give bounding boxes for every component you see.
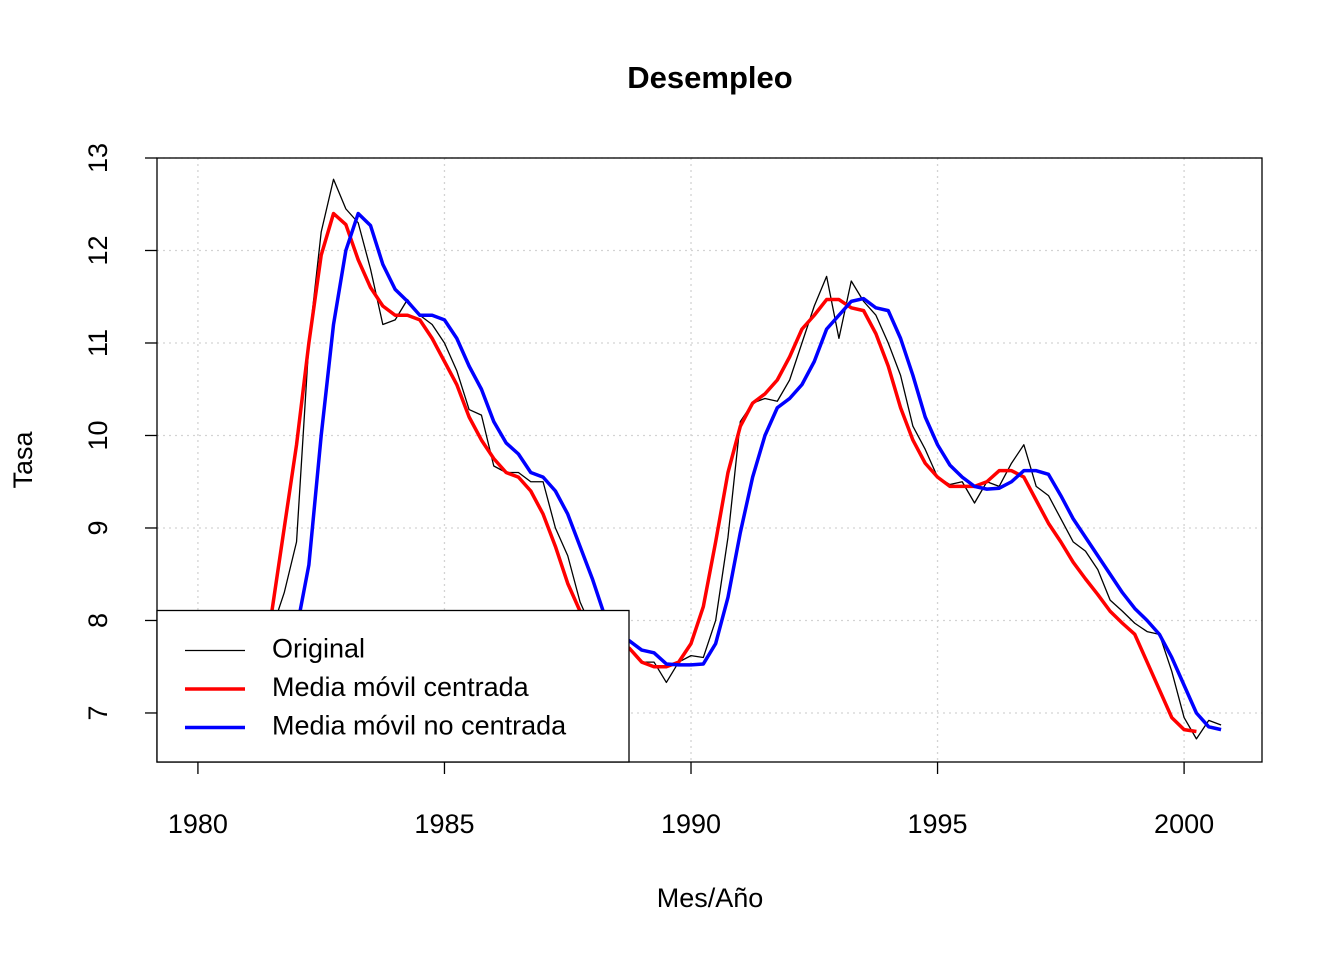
- x-tick-label: 1990: [661, 809, 721, 839]
- y-tick-label: 11: [83, 329, 113, 357]
- y-tick-label: 12: [83, 235, 113, 265]
- series-line: [234, 211, 1222, 732]
- y-tick-label: 8: [83, 613, 113, 628]
- chart-title: Desempleo: [627, 60, 792, 95]
- legend-label: Original: [272, 634, 365, 664]
- series-line: [221, 211, 1197, 734]
- series-line: [197, 178, 1222, 740]
- axes: 1980 1985 1990 1995 2000 7 8 9 10 11 12 13: [83, 143, 1263, 839]
- y-tick-label: 9: [83, 520, 113, 535]
- x-tick-label: 1985: [414, 809, 474, 839]
- legend-box: [156, 609, 630, 763]
- legend: Original Media móvil centrada Media móvil …: [156, 609, 630, 763]
- y-tick-label: 7: [83, 705, 113, 720]
- y-tick-label: 13: [83, 143, 113, 173]
- legend-label: Media móvil no centrada: [272, 711, 567, 741]
- x-tick-label: 1995: [908, 809, 968, 839]
- y-axis-label: Tasa: [8, 431, 38, 489]
- lines: [197, 178, 1222, 740]
- x-tick-label: 2000: [1154, 809, 1214, 839]
- grid: [157, 157, 1262, 762]
- x-tick-label: 1980: [168, 809, 228, 839]
- y-tick-label: 10: [83, 420, 113, 450]
- legend-label: Media móvil centrada: [272, 672, 530, 702]
- plot-frame: [156, 157, 1263, 763]
- x-axis-label: Mes/Año: [657, 883, 764, 913]
